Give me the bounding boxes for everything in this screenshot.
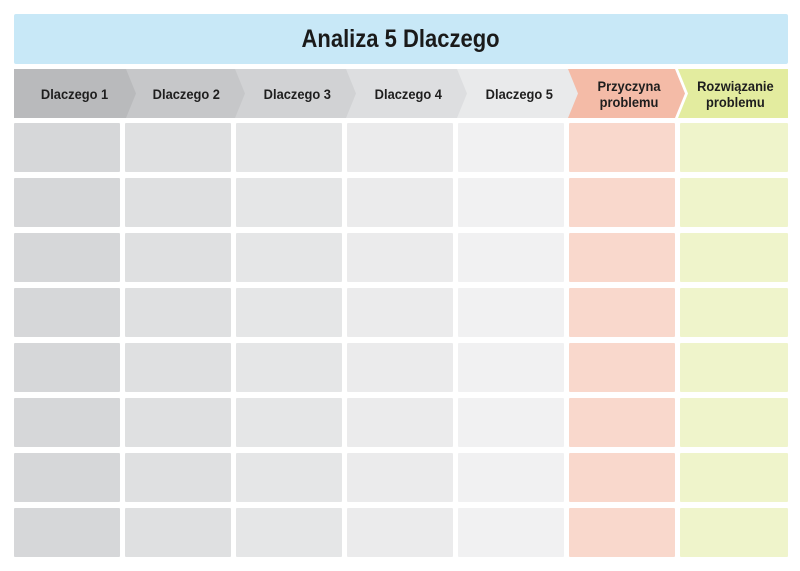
grid-cell[interactable] <box>125 343 231 392</box>
grid-cell[interactable] <box>14 123 120 172</box>
grid-cell[interactable] <box>680 288 788 337</box>
column-header-5: Dlaczego 5 <box>456 69 578 118</box>
grid-cell[interactable] <box>125 233 231 282</box>
grid-cell[interactable] <box>236 288 342 337</box>
grid-cell[interactable] <box>236 343 342 392</box>
grid-cell[interactable] <box>680 233 788 282</box>
grid-cell[interactable] <box>125 398 231 447</box>
grid-cell[interactable] <box>347 453 453 502</box>
grid-cell[interactable] <box>347 123 453 172</box>
column-header-4: Dlaczego 4 <box>345 69 467 118</box>
grid-cell[interactable] <box>458 398 564 447</box>
grid-cell[interactable] <box>236 508 342 557</box>
grid-cell[interactable] <box>236 178 342 227</box>
grid-cell[interactable] <box>14 343 120 392</box>
grid-cell[interactable] <box>236 398 342 447</box>
grid-cell[interactable] <box>125 453 231 502</box>
grid-cell[interactable] <box>236 453 342 502</box>
grid-cell[interactable] <box>680 123 788 172</box>
column-header-label: Dlaczego 1 <box>41 85 109 102</box>
diagram-title: Analiza 5 Dlaczego <box>301 24 501 53</box>
grid-cell[interactable] <box>680 508 788 557</box>
grid-cell[interactable] <box>458 288 564 337</box>
column-header-label: Dlaczego 5 <box>486 85 554 102</box>
grid-cell[interactable] <box>458 178 564 227</box>
grid-cell[interactable] <box>236 233 342 282</box>
grid-cell[interactable] <box>680 453 788 502</box>
grid-cell[interactable] <box>458 233 564 282</box>
column-header-label: Rozwiązanie problemu <box>697 77 775 110</box>
grid-cell[interactable] <box>569 508 675 557</box>
column-header-6: Przyczyna problemu <box>567 69 685 118</box>
grid-cell[interactable] <box>347 233 453 282</box>
column-header-label: Dlaczego 4 <box>375 85 443 102</box>
column-header-3: Dlaczego 3 <box>234 69 356 118</box>
grid-cell[interactable] <box>680 398 788 447</box>
grid-cell[interactable] <box>569 343 675 392</box>
diagram-title-bar: Analiza 5 Dlaczego <box>14 14 788 64</box>
grid-cell[interactable] <box>14 178 120 227</box>
grid-cell[interactable] <box>569 123 675 172</box>
grid-cell[interactable] <box>14 288 120 337</box>
grid-cell[interactable] <box>347 508 453 557</box>
grid-cell[interactable] <box>569 233 675 282</box>
grid-cell[interactable] <box>569 288 675 337</box>
grid-cell[interactable] <box>125 123 231 172</box>
grid-cell[interactable] <box>14 398 120 447</box>
grid-cell[interactable] <box>458 453 564 502</box>
grid-cell[interactable] <box>125 288 231 337</box>
column-header-label: Dlaczego 3 <box>264 85 332 102</box>
grid-cell[interactable] <box>125 508 231 557</box>
grid-cell[interactable] <box>347 178 453 227</box>
grid-cell[interactable] <box>14 453 120 502</box>
grid-cell[interactable] <box>347 288 453 337</box>
grid-cell[interactable] <box>14 508 120 557</box>
grid-cell[interactable] <box>458 123 564 172</box>
grid-cell[interactable] <box>569 453 675 502</box>
grid-cell[interactable] <box>569 178 675 227</box>
grid-cell[interactable] <box>347 343 453 392</box>
grid-cell[interactable] <box>458 508 564 557</box>
column-header-label: Dlaczego 2 <box>153 85 221 102</box>
column-header-2: Dlaczego 2 <box>123 69 245 118</box>
grid-cell[interactable] <box>569 398 675 447</box>
grid-cell[interactable] <box>680 343 788 392</box>
column-header-label: Przyczyna problemu <box>597 77 661 110</box>
grid-cell[interactable] <box>236 123 342 172</box>
grid-cell[interactable] <box>125 178 231 227</box>
grid-cell[interactable] <box>458 343 564 392</box>
grid-cell[interactable] <box>680 178 788 227</box>
column-header-1: Dlaczego 1 <box>14 69 136 118</box>
grid-cell[interactable] <box>347 398 453 447</box>
grid-cell[interactable] <box>14 233 120 282</box>
column-header-7: Rozwiązanie problemu <box>678 69 788 118</box>
